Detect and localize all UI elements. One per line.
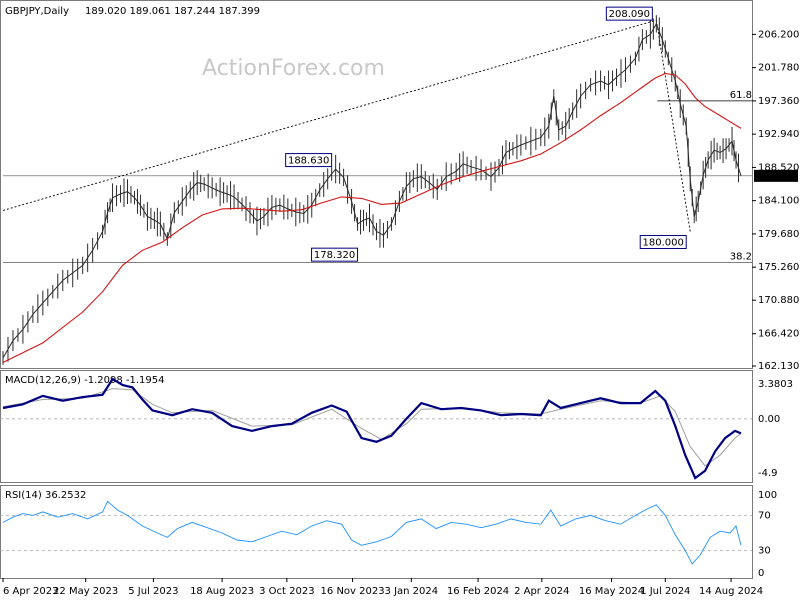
price-y-tick: 197.360 (758, 96, 799, 107)
rsi-panel: RSI(14) 36.2532 100 70 30 0 (0, 485, 777, 579)
macd-panel-frame (0, 370, 753, 483)
x-tick-label: 16 Feb 2024 (447, 586, 509, 597)
rsi-y-tick: 70 (758, 510, 771, 521)
svg-text:208.090: 208.090 (609, 9, 650, 20)
price-y-tick: 179.680 (758, 229, 799, 240)
x-tick-label: 16 May 2024 (579, 586, 644, 597)
price-label-180-000: 180.000 (639, 235, 687, 250)
price-label-208-090: 208.090 (605, 6, 653, 21)
x-tick-label: 22 May 2023 (53, 586, 118, 597)
rsi-y-tick: 30 (758, 546, 771, 557)
x-tick-label: 18 Aug 2023 (190, 586, 254, 597)
x-tick-label: 16 Nov 2023 (321, 586, 385, 597)
last-price-marker: 187.399 (754, 169, 798, 182)
macd-series (0, 377, 752, 480)
rsi-label: RSI(14) 36.2532 (5, 490, 86, 501)
x-tick-label: 6 Apr 2023 (3, 586, 58, 597)
ohlc-label: 189.020 189.061 187.244 187.399 (85, 6, 260, 17)
x-tick-label: 14 Aug 2024 (699, 586, 763, 597)
symbol-label: GBPJPY,Daily (5, 6, 69, 17)
rsi-series (0, 500, 752, 565)
price-y-tick: 166.420 (758, 329, 799, 340)
macd-y-tick: 0.00 (758, 414, 780, 425)
trendline-1 (2, 19, 657, 211)
price-series (2, 15, 742, 365)
price-annotations: 208.090 188.630 178.320 180.000 61.8 38.2 (285, 6, 752, 262)
macd-y-tick: -4.9 (758, 468, 778, 479)
price-y-tick: 188.520 (758, 162, 799, 173)
price-label-188-630: 188.630 (285, 153, 333, 168)
svg-text:188.630: 188.630 (288, 156, 329, 167)
x-tick-label: 5 Jul 2023 (128, 586, 178, 597)
price-y-tick: 175.260 (758, 262, 799, 273)
price-line (2, 22, 742, 359)
macd-y-tick: 3.3803 (758, 379, 793, 390)
price-levels (2, 19, 752, 263)
price-label-178-320: 178.320 (311, 247, 359, 262)
price-y-tick: 162.130 (758, 361, 799, 372)
watermark: ActionForex.com (202, 56, 385, 81)
macd-signal-line (2, 388, 742, 467)
price-panel: ActionForex.com GBPJPY,Daily 189.020 189… (0, 0, 799, 372)
moving-average-line (2, 72, 742, 363)
rsi-y-tick: 0 (758, 568, 764, 579)
svg-text:187.399: 187.399 (757, 171, 798, 182)
price-y-tick: 206.200 (758, 29, 799, 40)
rsi-y-tick: 100 (758, 490, 777, 501)
x-tick-label: 3 Oct 2023 (259, 586, 314, 597)
price-y-tick: 201.780 (758, 63, 799, 74)
price-y-tick: 170.880 (758, 295, 799, 306)
x-tick-label: 1 Jul 2024 (640, 586, 690, 597)
fib-label-38-2: 38.2 (730, 251, 752, 262)
price-y-axis: 206.200 201.780 197.360 192.940 188.520 184.1… (752, 29, 799, 372)
price-y-tick: 192.940 (758, 129, 799, 140)
x-tick-label: 2 Apr 2024 (514, 586, 569, 597)
svg-text:178.320: 178.320 (314, 250, 355, 261)
rsi-y-axis: 100 70 30 0 (758, 490, 777, 579)
fib-label-61-8: 61.8 (730, 90, 752, 101)
x-tick-label: 3 Jan 2024 (385, 586, 439, 597)
macd-line (2, 377, 742, 480)
macd-panel: MACD(12,26,9) -1.2098 -1.1954 3.3803 0.00… (0, 370, 793, 483)
macd-label: MACD(12,26,9) -1.2098 -1.1954 (5, 375, 165, 386)
rsi-line (2, 500, 742, 565)
price-panel-frame (0, 0, 753, 369)
svg-text:180.000: 180.000 (643, 238, 684, 249)
price-y-tick: 184.100 (758, 196, 799, 207)
macd-y-axis: 3.3803 0.00 -4.9 (758, 379, 793, 479)
rsi-panel-frame (0, 485, 753, 579)
